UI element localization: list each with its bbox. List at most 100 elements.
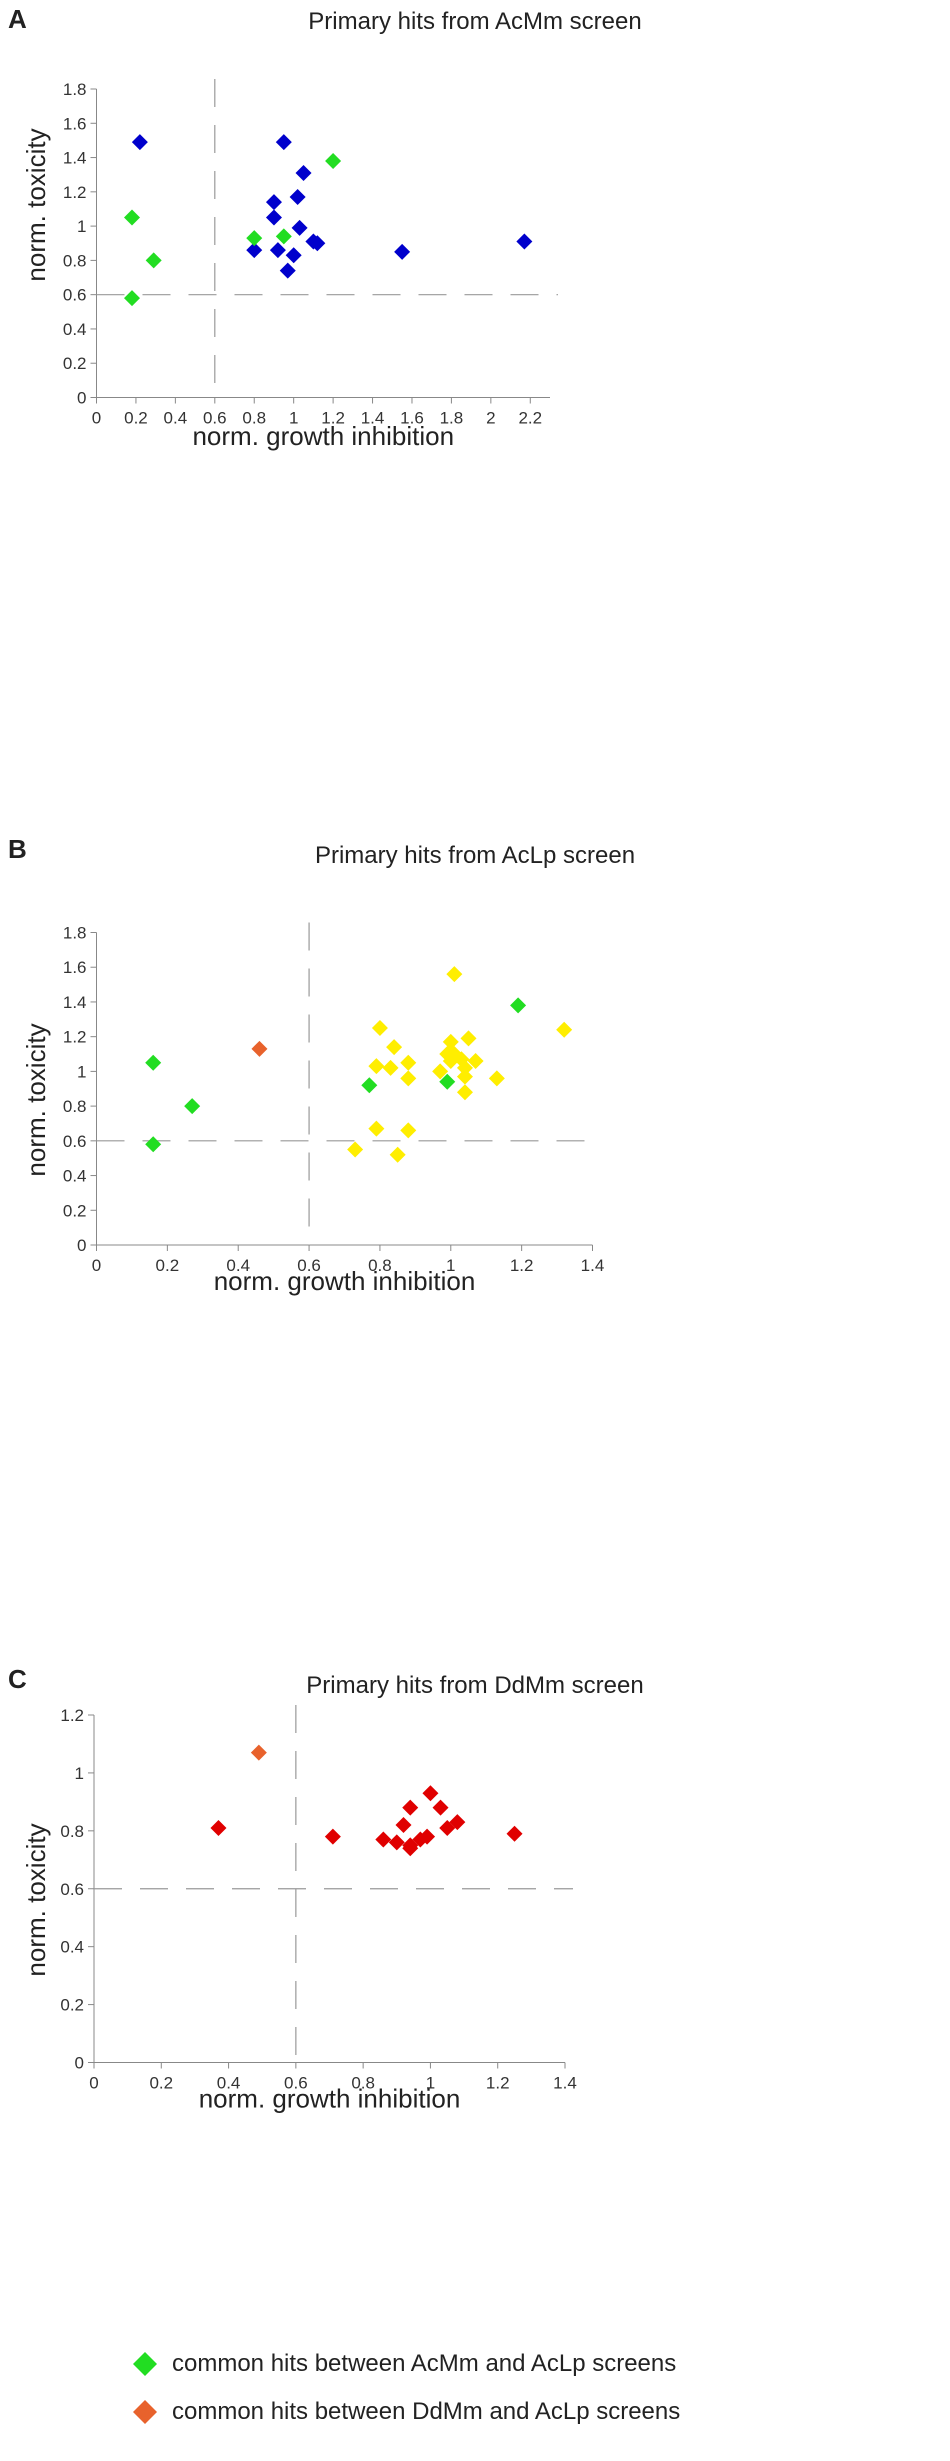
x-tick-label: 0.6 — [297, 1256, 321, 1275]
y-tick-label: 0.8 — [63, 1097, 87, 1116]
data-point — [516, 233, 533, 250]
data-point — [368, 1058, 385, 1075]
data-point — [210, 1819, 227, 1836]
y-tick-label: 1.6 — [63, 958, 87, 977]
data-point — [419, 1828, 436, 1845]
x-tick-label: 0.6 — [203, 409, 227, 428]
data-point — [382, 1059, 399, 1076]
x-tick-label: 0.4 — [226, 1256, 250, 1275]
data-point — [402, 1799, 419, 1816]
data-point — [389, 1146, 406, 1163]
data-point — [265, 209, 282, 226]
data-point — [375, 1831, 392, 1848]
x-tick-label: 0.4 — [164, 409, 188, 428]
y-tick-label: 0.2 — [63, 354, 87, 373]
x-tick-label: 0.2 — [149, 2074, 173, 2093]
y-tick-label: 0.4 — [63, 320, 87, 339]
scatter-chart-c: 0 0.2 0.4 0.6 0.8 1 1.2 0 0.2 0.4 0.6 0.8 1 1.2 1.4 nor… — [21, 1705, 577, 2114]
data-point — [368, 1120, 385, 1137]
data-point — [422, 1785, 439, 1802]
y-tick-label: 0 — [75, 2054, 84, 2073]
x-axis-title: norm. growth inhibition — [214, 1266, 476, 1296]
data-point — [388, 1834, 405, 1851]
data-point — [432, 1063, 449, 1080]
chart-title: Primary hits from AcMm screen — [308, 8, 642, 35]
y-tick-label: 1 — [75, 1764, 84, 1783]
data-point — [400, 1122, 417, 1139]
legend-item: common hits between DdMm and AcLp screen… — [130, 2388, 930, 2436]
x-axis-title: norm. growth inhibition — [192, 421, 454, 451]
data-point — [488, 1070, 505, 1087]
data-point — [309, 235, 326, 252]
data-point — [400, 1054, 417, 1071]
data-point — [289, 188, 306, 205]
x-tick-label: 1 — [426, 2074, 435, 2093]
diamond-marker-icon — [133, 2400, 157, 2424]
x-tick-label: 2.2 — [518, 409, 542, 428]
data-point — [325, 152, 342, 169]
x-tick-label: 2 — [486, 409, 495, 428]
data-point — [386, 1039, 403, 1056]
x-tick-label: 1.6 — [400, 409, 424, 428]
y-tick-label: 0.4 — [63, 1167, 87, 1186]
y-tick-label: 1.2 — [60, 1706, 84, 1725]
data-point — [449, 1814, 466, 1831]
data-point — [456, 1059, 473, 1076]
x-tick-label: 0 — [92, 1256, 101, 1275]
y-tick-label: 0.6 — [63, 1132, 87, 1151]
data-point — [131, 134, 148, 151]
y-tick-label: 1 — [77, 217, 86, 236]
x-tick-label: 0.8 — [242, 409, 266, 428]
y-tick-label: 1.8 — [63, 924, 87, 943]
x-tick-label: 1 — [446, 1256, 455, 1275]
data-point — [506, 1825, 523, 1842]
legend-label: common hits between AcMm and AcLp screen… — [172, 2350, 677, 2377]
y-tick-label: 0.6 — [63, 286, 87, 305]
data-point — [371, 1019, 388, 1036]
data-point — [324, 1828, 341, 1845]
data-point — [402, 1840, 419, 1857]
scatter-chart-b: 0 0.2 0.4 0.6 0.8 1 1.2 1.4 1.6 1.8 0 0.2 0.4 0.6 0.8 1… — [21, 922, 604, 1296]
data-point — [467, 1052, 484, 1069]
data-point — [446, 1046, 463, 1063]
x-tick-label: 0.4 — [217, 2074, 241, 2093]
y-tick-label: 1.8 — [63, 80, 87, 99]
data-point — [145, 252, 162, 269]
legend-label: common hits between DdMm and AcLp screen… — [172, 2398, 681, 2425]
data-point — [439, 1073, 456, 1090]
x-tick-label: 0.8 — [351, 2074, 375, 2093]
data-point — [279, 262, 296, 279]
x-tick-label: 1.4 — [553, 2074, 577, 2093]
data-point — [456, 1068, 473, 1085]
x-tick-label: 0.6 — [284, 2074, 308, 2093]
y-axis-title: norm. toxicity — [21, 1023, 51, 1176]
panel-letter: B — [8, 834, 27, 864]
data-point — [285, 247, 302, 264]
x-tick-label: 0 — [89, 2074, 98, 2093]
data-point — [361, 1077, 378, 1094]
y-tick-label: 1 — [77, 1062, 86, 1081]
data-point — [246, 230, 263, 247]
y-tick-label: 0.8 — [60, 1822, 84, 1841]
data-point — [145, 1054, 162, 1071]
data-point — [394, 243, 411, 260]
plot-area: 0 0.2 0.4 0.6 0.8 1 1.2 0 0.2 0.4 0.6 0.8 1 1.2 1.4 nor… — [21, 1705, 577, 2114]
chart-title: Primary hits from AcLp screen — [314, 842, 636, 869]
data-point — [456, 1084, 473, 1101]
data-point — [291, 219, 308, 236]
data-point — [400, 1070, 417, 1087]
data-point — [510, 997, 527, 1014]
y-axis-title: norm. toxicity — [21, 1823, 51, 1976]
plot-area: 0 0.2 0.4 0.6 0.8 1 1.2 1.4 1.6 1.8 0 0.2 0.4 0.6 0.8 1… — [21, 79, 558, 451]
x-tick-label: 1.2 — [486, 2074, 510, 2093]
diamond-marker-icon — [133, 2352, 157, 2376]
data-point — [442, 1052, 459, 1069]
y-tick-label: 1.4 — [63, 149, 87, 168]
y-tick-label: 1.2 — [63, 1028, 87, 1047]
data-point — [446, 966, 463, 983]
data-point — [347, 1141, 364, 1158]
x-tick-label: 0.2 — [156, 1256, 180, 1275]
data-point — [145, 1136, 162, 1153]
y-tick-label: 0.6 — [60, 1880, 84, 1899]
x-tick-label: 1 — [289, 409, 298, 428]
